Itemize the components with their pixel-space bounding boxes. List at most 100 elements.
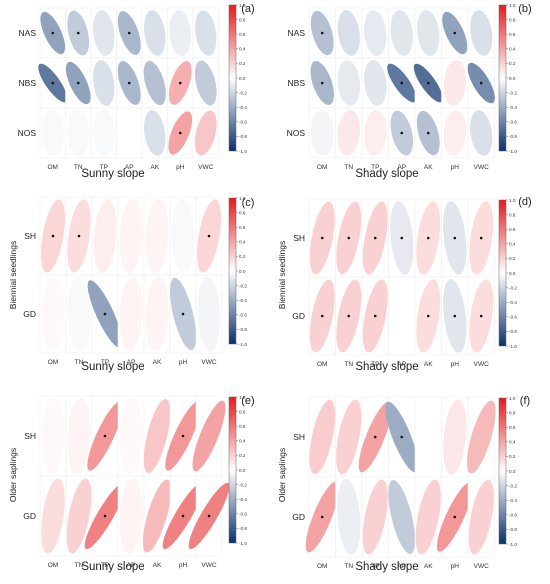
colorbar-tick-label: 0.8 [509,410,516,415]
colorbar-tick-label: -1.0 [239,149,247,154]
colorbar-tick-label: -0.4 [239,105,247,110]
row-label: SH [293,233,305,243]
colorbar [498,4,507,152]
corr-ellipse-SH-VWC [192,400,226,472]
colorbar-tick-label: 0.4 [509,47,516,52]
corr-ellipse-SH-TP [93,199,117,273]
colorbar-tick-label: -0.8 [239,327,247,332]
corr-ellipse-NOS-TN [67,110,90,156]
colorbar-tick-label: -0.2 [509,285,517,290]
colorbar-tick-label: -1.0 [239,541,247,546]
column-label: AK [153,359,162,366]
column-label: AP [125,164,134,171]
significance-dot [400,81,404,85]
corr-ellipse-SH-AK [143,399,171,473]
row-label: NAS [19,28,37,38]
corr-ellipse-GD-AK [415,479,441,555]
significance-dot [347,314,351,318]
colorbar [228,4,237,152]
column-label: pH [179,562,188,569]
colorbar-tick-label: -0.8 [239,526,247,531]
significance-dot [479,81,483,85]
colorbar-tick-label: 1.0 [509,198,516,203]
column-label: AK [424,164,433,171]
column-label: OM [317,164,327,171]
corr-ellipse-NAS-AK [417,10,440,56]
row-label: NBS [19,78,37,88]
corr-ellipse-NAS-AK [144,10,166,56]
column-label: VWC [474,361,489,368]
corr-ellipse-GD-OM [41,478,65,554]
colorbar-tick-label: -0.4 [509,300,517,305]
colorbar [228,197,237,345]
significance-dot [320,515,324,519]
corr-ellipse-NBS-TP [364,60,387,106]
corr-ellipse-NOS-OM [41,110,64,156]
x-axis-title: Shady slope [355,361,418,373]
y-axis-title: Biennial seedlings [277,241,287,310]
panel-label: (c) [242,197,255,209]
column-label: VWC [474,563,489,570]
colorbar-tick-label: -0.2 [239,283,247,288]
colorbar-tick-label: 0.0 [509,271,516,276]
row-label: SH [293,432,305,442]
significance-dot [181,312,185,316]
column-label: AP [397,563,406,570]
colorbar-tick-label: 0.8 [509,212,516,217]
column-label: TN [344,361,353,368]
colorbar-tick-label: 0.8 [239,409,246,414]
significance-dot [76,81,80,85]
colorbar-tick-label: -1.0 [509,542,517,547]
panel-f: SH GD OM TN TP AP AK pH VWC Shady slope Older sapl… [277,395,530,573]
corr-ellipse-SH-OM [309,399,336,475]
column-label: TP [100,164,108,171]
significance-dot [400,131,404,135]
colorbar-tick-label: -0.6 [509,513,517,518]
corr-ellipse-NOS-TP [92,110,115,156]
panel-label: (f) [520,395,530,407]
corr-ellipse-SH-AK [416,399,440,475]
colorbar-tick-label: 0.8 [239,17,246,22]
colorbar-tick-label: -0.4 [239,298,247,303]
corr-ellipse-NAS-pH [169,10,192,56]
colorbar-tick-label: -0.8 [239,134,247,139]
significance-dot [347,236,351,240]
colorbar-tick-label: -0.8 [509,134,517,139]
significance-dot [426,314,430,318]
y-axis-title: Older saplings [8,448,18,502]
colorbar [498,199,507,347]
colorbar-tick-label: 0.6 [509,425,516,430]
row-label: SH [24,431,36,441]
colorbar-tick-label: 0.2 [239,453,246,458]
column-label: AP [127,562,136,569]
column-label: TP [101,359,109,366]
column-label: pH [451,563,460,570]
row-label: NOS [18,128,37,138]
corr-ellipse-GD-TN [337,479,361,555]
colorbar-tick-label: -0.2 [509,483,517,488]
column-label: VWC [201,562,216,569]
row-label: GD [23,309,36,319]
column-label: pH [451,361,460,368]
significance-dot [181,514,185,518]
colorbar-tick-label: -0.6 [239,512,247,517]
corr-ellipse-NBS-VWC [194,60,217,106]
corr-ellipse-NBS-TN [337,60,361,106]
corr-ellipse-NOS-VWC [194,110,217,156]
panel-a: NAS NBS NOS OM TN TP AP AK pH VWC Sunny slope 1.0 0.… [18,3,255,180]
panel-d: SH GD OM TN TP AP AK pH VWC Shady slope Biennial s… [277,196,532,373]
colorbar-tick-label: 1.0 [239,3,246,8]
significance-dot [373,314,377,318]
colorbar-tick-label: -0.4 [509,498,517,503]
corr-ellipse-NOS-TP [363,110,387,156]
colorbar-tick-label: 1.0 [239,196,246,201]
colorbar-tick-label: 0.4 [509,242,516,247]
corr-ellipse-GD-AP [119,478,143,554]
panel-e: SH GD OM TN TP AP AK pH VWC Sunny slope Older sapl… [8,395,255,573]
column-label: pH [451,164,460,171]
corr-ellipse-GD-VWC [197,277,221,351]
significance-dot [426,131,430,135]
corr-ellipse-NOS-pH [443,110,467,156]
panel-label: (a) [241,3,254,15]
column-label: TP [371,563,379,570]
